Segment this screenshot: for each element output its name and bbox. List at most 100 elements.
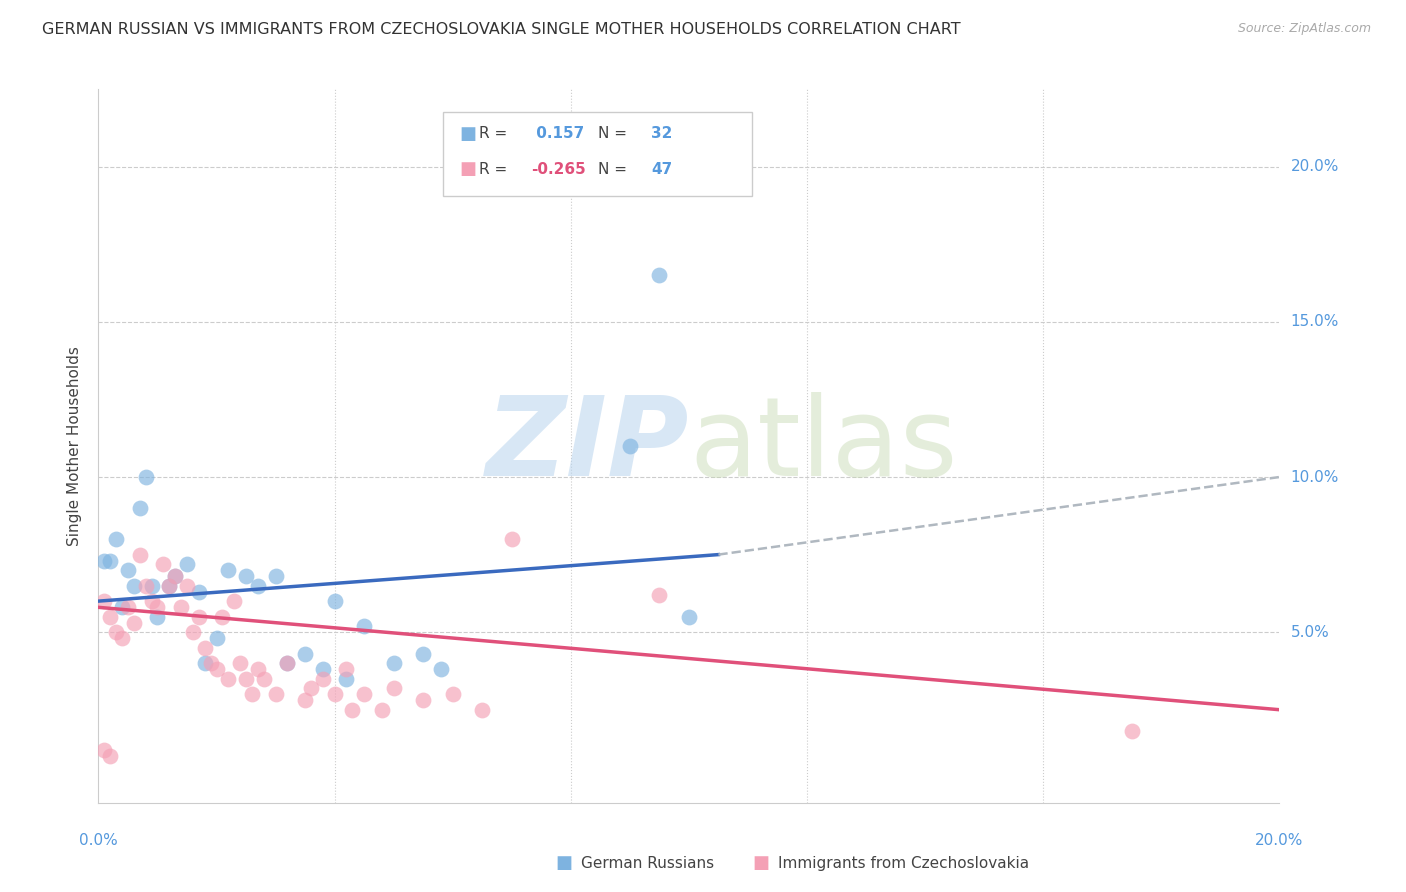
Point (205, 632, 228, 646)
Point (382, 681, 405, 695)
Text: 10.0%: 10.0% (1291, 469, 1339, 484)
Text: German Russians: German Russians (581, 856, 714, 871)
Point (141, 579, 163, 593)
Point (205, 662, 228, 676)
Point (323, 594, 346, 608)
Point (117, 563, 139, 577)
Point (264, 687, 287, 701)
Text: atlas: atlas (689, 392, 957, 500)
Point (152, 557, 174, 571)
Point (111, 600, 134, 615)
Text: R =: R = (479, 162, 508, 177)
Point (211, 609, 233, 624)
Text: ■: ■ (460, 125, 477, 143)
Point (235, 569, 257, 583)
Point (312, 672, 335, 686)
Text: 5.0%: 5.0% (1291, 624, 1329, 640)
Point (117, 600, 139, 615)
Point (276, 656, 298, 670)
Point (194, 656, 217, 670)
Point (299, 681, 322, 695)
Point (335, 672, 357, 686)
Point (194, 640, 217, 655)
Point (146, 609, 169, 624)
Point (98, 554, 121, 568)
Point (141, 594, 163, 608)
Text: 20.0%: 20.0% (1291, 160, 1339, 174)
Point (382, 656, 405, 670)
Text: 0.0%: 0.0% (79, 833, 118, 848)
Point (648, 588, 671, 602)
Point (111, 632, 134, 646)
Point (217, 563, 239, 577)
Text: 20.0%: 20.0% (1256, 833, 1303, 848)
Y-axis label: Single Mother Households: Single Mother Households (67, 346, 83, 546)
Point (128, 501, 150, 516)
Point (441, 687, 464, 701)
Point (471, 703, 494, 717)
Point (93, 554, 115, 568)
Point (122, 579, 145, 593)
Point (323, 687, 346, 701)
Text: ■: ■ (555, 855, 572, 872)
Point (224, 594, 246, 608)
Point (105, 625, 128, 640)
Point (412, 693, 434, 707)
Point (93, 594, 115, 608)
Point (217, 672, 239, 686)
Text: ■: ■ (460, 161, 477, 178)
Point (93, 743, 115, 757)
Point (181, 625, 204, 640)
Point (412, 647, 434, 661)
Point (246, 579, 269, 593)
Text: GERMAN RUSSIAN VS IMMIGRANTS FROM CZECHOSLOVAKIA SINGLE MOTHER HOUSEHOLDS CORREL: GERMAN RUSSIAN VS IMMIGRANTS FROM CZECHO… (42, 22, 960, 37)
Point (253, 672, 276, 686)
Point (135, 579, 157, 593)
Point (165, 569, 187, 583)
Text: -0.265: -0.265 (531, 162, 586, 177)
Point (353, 687, 375, 701)
Text: ■: ■ (752, 855, 769, 872)
Text: 0.157: 0.157 (531, 127, 585, 141)
Point (157, 579, 180, 593)
Point (264, 569, 287, 583)
Point (98, 609, 121, 624)
Point (229, 656, 252, 670)
Point (342, 703, 364, 717)
Point (187, 584, 209, 599)
Text: N =: N = (598, 127, 627, 141)
Point (678, 609, 700, 624)
Text: Immigrants from Czechoslovakia: Immigrants from Czechoslovakia (778, 856, 1029, 871)
Point (648, 268, 671, 283)
Point (200, 656, 222, 670)
Point (294, 693, 316, 707)
Text: Source: ZipAtlas.com: Source: ZipAtlas.com (1237, 22, 1371, 36)
Point (430, 662, 453, 676)
Point (371, 703, 394, 717)
Point (619, 439, 641, 453)
Point (187, 609, 209, 624)
Point (135, 470, 157, 484)
Point (1121, 724, 1143, 739)
Text: 32: 32 (651, 127, 672, 141)
Point (240, 687, 263, 701)
Point (176, 557, 198, 571)
Point (276, 656, 298, 670)
Text: R =: R = (479, 127, 508, 141)
Point (165, 569, 187, 583)
Point (353, 619, 375, 633)
Point (170, 600, 193, 615)
Point (122, 615, 145, 630)
Text: 47: 47 (651, 162, 672, 177)
Point (176, 579, 198, 593)
Point (146, 600, 169, 615)
Point (312, 662, 335, 676)
Point (294, 647, 316, 661)
Point (98, 749, 121, 764)
Point (246, 662, 269, 676)
Point (335, 662, 357, 676)
Text: ZIP: ZIP (485, 392, 689, 500)
Point (235, 672, 257, 686)
Point (105, 532, 128, 546)
Text: N =: N = (598, 162, 627, 177)
